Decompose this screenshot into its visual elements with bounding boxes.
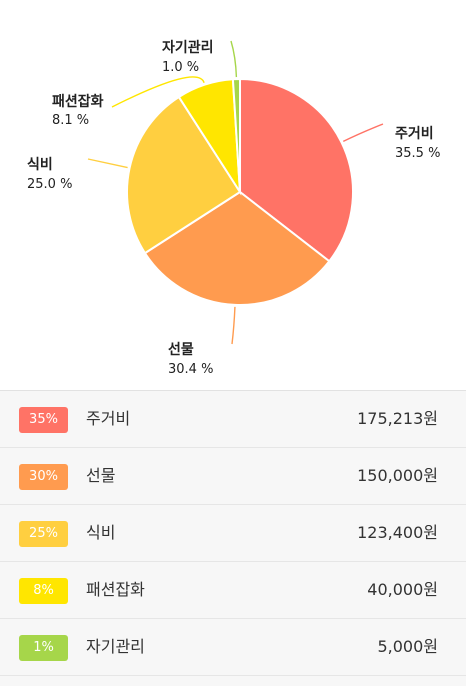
list-item[interactable]: 8% 패션잡화 40,000원 — [0, 562, 466, 619]
category-amount: 123,400원 — [357, 523, 438, 542]
percent-badge: 8% — [19, 578, 68, 604]
percent-badge: 30% — [19, 464, 68, 490]
slice-label-name: 주거비 — [395, 126, 434, 142]
pie-slices — [126, 77, 354, 306]
category-amount: 150,000원 — [357, 466, 438, 485]
category-amount: 40,000원 — [367, 580, 438, 599]
category-name: 자기관리 — [86, 637, 145, 656]
pie-chart-area: 주거비 35.5 % 선물 30.4 % 식비 25.0 % 패션잡화 8.1 … — [27, 39, 441, 377]
category-name: 주거비 — [86, 409, 131, 428]
slice-label-value: 1.0 % — [162, 60, 199, 75]
list-item[interactable]: 35% 주거비 175,213원 — [0, 391, 466, 448]
category-name: 식비 — [86, 523, 116, 542]
category-amount: 5,000원 — [377, 637, 438, 656]
list-item[interactable]: 1% 자기관리 5,000원 — [0, 619, 466, 676]
category-list: 35% 주거비 175,213원 30% 선물 150,000원 25% 식비 … — [0, 390, 466, 686]
percent-badge: 25% — [19, 521, 68, 547]
pie-slice — [126, 95, 242, 255]
list-item[interactable]: 30% 선물 150,000원 — [0, 448, 466, 505]
leader-line — [230, 40, 238, 78]
slice-label-value: 8.1 % — [52, 113, 89, 128]
pie-slice — [239, 77, 354, 263]
category-name: 패션잡화 — [86, 580, 145, 599]
category-amount: 175,213원 — [357, 409, 438, 428]
slice-label-value: 25.0 % — [27, 177, 72, 192]
leader-line — [111, 76, 205, 108]
percent-badge: 35% — [19, 407, 68, 433]
category-name: 선물 — [86, 466, 116, 485]
list-item[interactable]: 25% 식비 123,400원 — [0, 505, 466, 562]
slice-label-name: 선물 — [168, 342, 194, 358]
leader-line — [87, 158, 128, 169]
pie-leader-lines — [87, 40, 384, 345]
leader-line — [231, 306, 236, 345]
leader-line — [342, 123, 384, 143]
slice-label-name: 패션잡화 — [52, 93, 104, 110]
slice-label-name: 식비 — [27, 157, 53, 173]
pie-chart: 주거비 35.5 % 선물 30.4 % 식비 25.0 % 패션잡화 8.1 … — [27, 39, 440, 377]
pie-slice — [143, 190, 331, 306]
slice-label-value: 35.5 % — [395, 146, 440, 161]
pie-slice — [231, 77, 241, 193]
slice-label-value: 30.4 % — [168, 362, 213, 377]
slice-label-name: 자기관리 — [162, 39, 214, 56]
percent-badge: 1% — [19, 635, 68, 661]
pie-labels: 주거비 35.5 % 선물 30.4 % 식비 25.0 % 패션잡화 8.1 … — [27, 39, 440, 377]
